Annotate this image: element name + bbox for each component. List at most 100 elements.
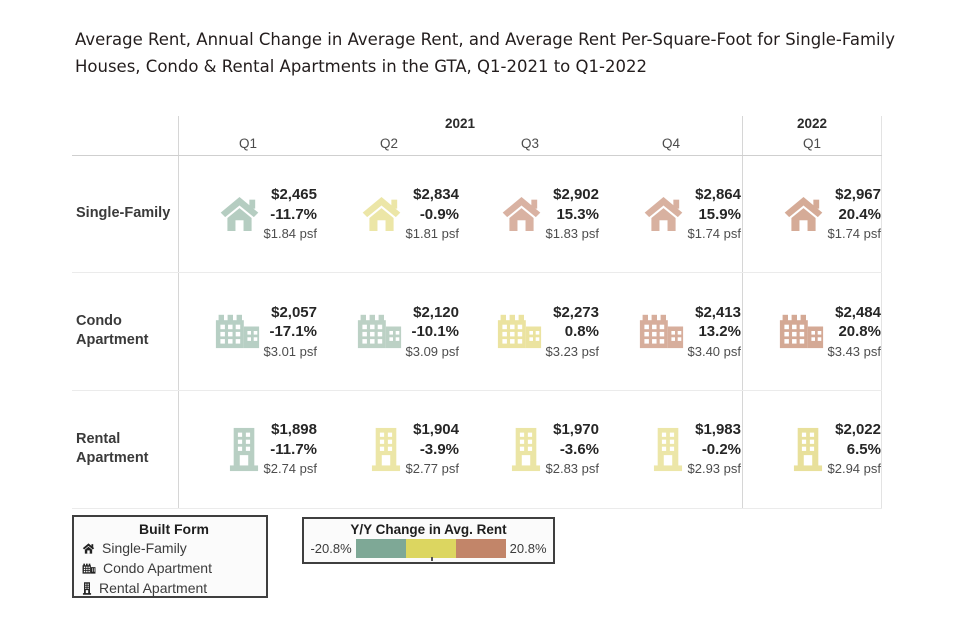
color-scale-legend: Y/Y Change in Avg. Rent -20.8% 20.8% bbox=[302, 517, 555, 564]
year-header-2022: 2022 bbox=[796, 116, 828, 131]
legend-item-single-family[interactable]: Single-Family bbox=[82, 540, 266, 556]
grid-row-separator-1 bbox=[72, 272, 882, 273]
rent-table: Single-Family $2,465 -11.7% $1.84 psf $2… bbox=[72, 155, 882, 508]
grid-vline-right bbox=[881, 116, 882, 508]
rent-psf-value: $1.74 psf bbox=[687, 226, 742, 242]
condo-building-icon bbox=[214, 313, 261, 349]
mark-single-family-2021q4[interactable]: $2,864 15.9% $1.74 psf bbox=[600, 155, 742, 273]
yoy-change-value: -11.7% bbox=[270, 440, 317, 458]
color-scale-min-label: -20.8% bbox=[310, 541, 352, 556]
quarter-header-q4-2021: Q4 bbox=[661, 136, 680, 151]
rent-psf-value: $3.40 psf bbox=[687, 343, 742, 359]
house-icon bbox=[82, 543, 95, 554]
built-form-legend-title: Built Form bbox=[139, 521, 209, 537]
yoy-change-value: -3.9% bbox=[419, 440, 459, 458]
house-icon bbox=[782, 196, 825, 232]
rent-psf-value: $1.83 psf bbox=[545, 226, 600, 242]
yoy-change-value: 15.9% bbox=[698, 205, 741, 223]
apartment-tower-icon bbox=[509, 427, 543, 472]
rent-psf-value: $2.83 psf bbox=[545, 461, 600, 477]
grid-row-separator-2 bbox=[72, 390, 882, 391]
color-scale-max-label: 20.8% bbox=[509, 541, 547, 556]
mark-rental-2022q1[interactable]: $2,022 6.5% $2.94 psf bbox=[742, 390, 882, 508]
yoy-change-value: 13.2% bbox=[698, 323, 741, 341]
apartment-tower-icon bbox=[227, 427, 261, 472]
mark-single-family-2021q1[interactable]: $2,465 -11.7% $1.84 psf bbox=[178, 155, 318, 273]
house-icon bbox=[500, 196, 543, 232]
avg-rent-value: $2,413 bbox=[695, 303, 741, 321]
rent-psf-value: $3.09 psf bbox=[405, 343, 460, 359]
mark-single-family-2022q1[interactable]: $2,967 20.4% $1.74 psf bbox=[742, 155, 882, 273]
built-form-legend: Built Form Single-Family Condo Apartment… bbox=[72, 515, 268, 598]
color-ramp-negative-segment bbox=[355, 539, 406, 558]
rent-psf-value: $2.77 psf bbox=[405, 461, 460, 477]
color-ramp-positive-segment bbox=[455, 539, 506, 558]
condo-building-icon bbox=[638, 313, 685, 349]
mark-rental-2021q3[interactable]: $1,970 -3.6% $2.83 psf bbox=[460, 390, 600, 508]
avg-rent-value: $2,273 bbox=[553, 303, 599, 321]
mark-condo-2021q3[interactable]: $2,273 0.8% $3.23 psf bbox=[460, 273, 600, 391]
condo-building-icon bbox=[778, 313, 825, 349]
legend-item-label: Rental Apartment bbox=[99, 580, 208, 596]
apartment-tower-icon bbox=[369, 427, 403, 472]
grid-hline-bottom bbox=[72, 508, 882, 509]
rent-psf-value: $1.81 psf bbox=[405, 226, 460, 242]
quarter-header-q1-2022: Q1 bbox=[802, 136, 821, 151]
quarter-header-q1-2021: Q1 bbox=[238, 136, 257, 151]
row-label-rental-apartment: Rental Apartment bbox=[76, 430, 149, 467]
rent-psf-value: $3.23 psf bbox=[545, 343, 600, 359]
grid-hline-header bbox=[72, 155, 882, 156]
house-icon bbox=[218, 196, 261, 232]
mark-condo-2021q1[interactable]: $2,057 -17.1% $3.01 psf bbox=[178, 273, 318, 391]
rent-psf-value: $2.93 psf bbox=[687, 461, 742, 477]
legend-item-condo-apartment[interactable]: Condo Apartment bbox=[82, 560, 266, 576]
avg-rent-value: $1,904 bbox=[413, 421, 459, 439]
mark-condo-2021q2[interactable]: $2,120 -10.1% $3.09 psf bbox=[318, 273, 460, 391]
mark-single-family-2021q2[interactable]: $2,834 -0.9% $1.81 psf bbox=[318, 155, 460, 273]
row-label-single-family: Single-Family bbox=[76, 205, 171, 222]
yoy-change-value: 0.8% bbox=[564, 323, 599, 341]
rent-psf-value: $2.94 psf bbox=[827, 461, 882, 477]
legend-item-rental-apartment[interactable]: Rental Apartment bbox=[82, 580, 266, 596]
mark-condo-2021q4[interactable]: $2,413 13.2% $3.40 psf bbox=[600, 273, 742, 391]
mark-rental-2021q2[interactable]: $1,904 -3.9% $2.77 psf bbox=[318, 390, 460, 508]
rent-psf-value: $3.01 psf bbox=[263, 343, 318, 359]
quarter-header-q3-2021: Q3 bbox=[520, 136, 539, 151]
house-icon bbox=[642, 196, 685, 232]
yoy-change-value: 20.8% bbox=[838, 323, 881, 341]
mark-rental-2021q1[interactable]: $1,898 -11.7% $2.74 psf bbox=[178, 390, 318, 508]
yoy-change-value: -0.9% bbox=[419, 205, 459, 223]
avg-rent-value: $2,902 bbox=[553, 186, 599, 204]
rent-psf-value: $3.43 psf bbox=[827, 343, 882, 359]
rent-psf-value: $2.74 psf bbox=[263, 461, 318, 477]
rent-psf-value: $1.84 psf bbox=[263, 226, 318, 242]
color-ramp-neutral-segment bbox=[405, 539, 456, 558]
condo-building-icon bbox=[356, 313, 403, 349]
mark-single-family-2021q3[interactable]: $2,902 15.3% $1.83 psf bbox=[460, 155, 600, 273]
yoy-change-value: -0.2% bbox=[701, 440, 741, 458]
avg-rent-value: $2,967 bbox=[835, 186, 881, 204]
color-scale-legend-title: Y/Y Change in Avg. Rent bbox=[350, 522, 507, 537]
house-icon bbox=[360, 196, 403, 232]
apartment-tower-icon bbox=[82, 582, 92, 595]
yoy-change-value: -10.1% bbox=[411, 323, 459, 341]
yoy-change-value: -17.1% bbox=[269, 323, 317, 341]
condo-building-icon bbox=[496, 313, 543, 349]
condo-building-icon bbox=[82, 563, 96, 574]
grid-vline-year-divider bbox=[742, 116, 743, 508]
avg-rent-value: $2,484 bbox=[835, 303, 881, 321]
mark-rental-2021q4[interactable]: $1,983 -0.2% $2.93 psf bbox=[600, 390, 742, 508]
rent-psf-value: $1.74 psf bbox=[827, 226, 882, 242]
yoy-change-value: 15.3% bbox=[556, 205, 599, 223]
avg-rent-value: $1,983 bbox=[695, 421, 741, 439]
yoy-change-value: 20.4% bbox=[838, 205, 881, 223]
yoy-change-value: -11.7% bbox=[270, 205, 317, 223]
avg-rent-value: $2,864 bbox=[695, 186, 741, 204]
color-ramp-center-tick bbox=[430, 557, 433, 561]
chart-title: Average Rent, Annual Change in Average R… bbox=[75, 30, 895, 77]
avg-rent-value: $2,834 bbox=[413, 186, 459, 204]
yoy-change-value: -3.6% bbox=[559, 440, 599, 458]
row-label-condo-apartment: Condo Apartment bbox=[76, 312, 149, 349]
mark-condo-2022q1[interactable]: $2,484 20.8% $3.43 psf bbox=[742, 273, 882, 391]
avg-rent-value: $1,970 bbox=[553, 421, 599, 439]
